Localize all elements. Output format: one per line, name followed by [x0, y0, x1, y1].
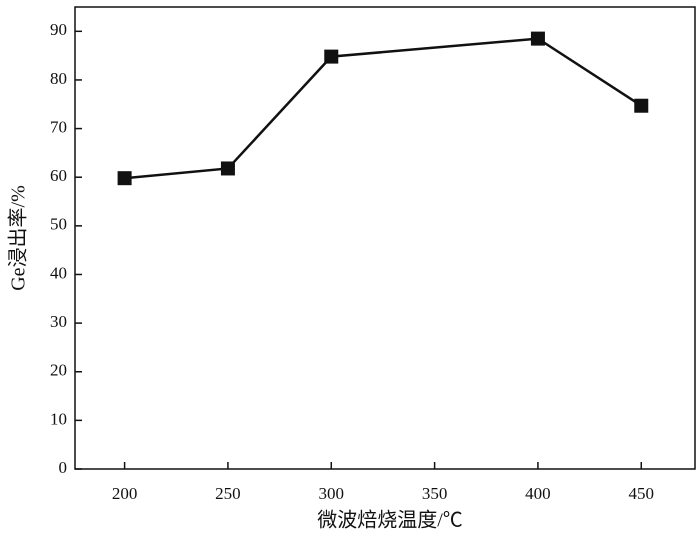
marker — [634, 98, 649, 113]
y-tick-label: 70 — [50, 117, 67, 136]
y-tick-label: 10 — [50, 409, 67, 428]
x-tick-label: 350 — [422, 484, 448, 503]
series-line — [124, 37, 642, 180]
x-tick-label: 200 — [112, 484, 138, 503]
x-tick-label: 450 — [629, 484, 655, 503]
marker — [530, 31, 545, 46]
y-tick-label: 30 — [50, 312, 67, 331]
y-tick-label: 90 — [50, 20, 67, 39]
marker — [220, 161, 235, 176]
y-tick-label: 0 — [59, 458, 68, 477]
y-tick-label: 80 — [50, 69, 67, 88]
y-tick-label: 40 — [50, 263, 67, 282]
y-axis-label: Ge浸出率/% — [7, 185, 30, 291]
y-tick-label: 50 — [50, 215, 67, 234]
y-tick-label: 20 — [50, 361, 67, 380]
marker — [324, 49, 339, 64]
x-tick-label: 400 — [525, 484, 551, 503]
x-axis-label: 微波焙烧温度/℃ — [317, 509, 463, 532]
marker — [117, 171, 132, 186]
x-tick-label: 300 — [319, 484, 345, 503]
y-tick-label: 60 — [50, 166, 67, 185]
plot-frame — [74, 6, 696, 470]
x-tick-label: 250 — [215, 484, 241, 503]
